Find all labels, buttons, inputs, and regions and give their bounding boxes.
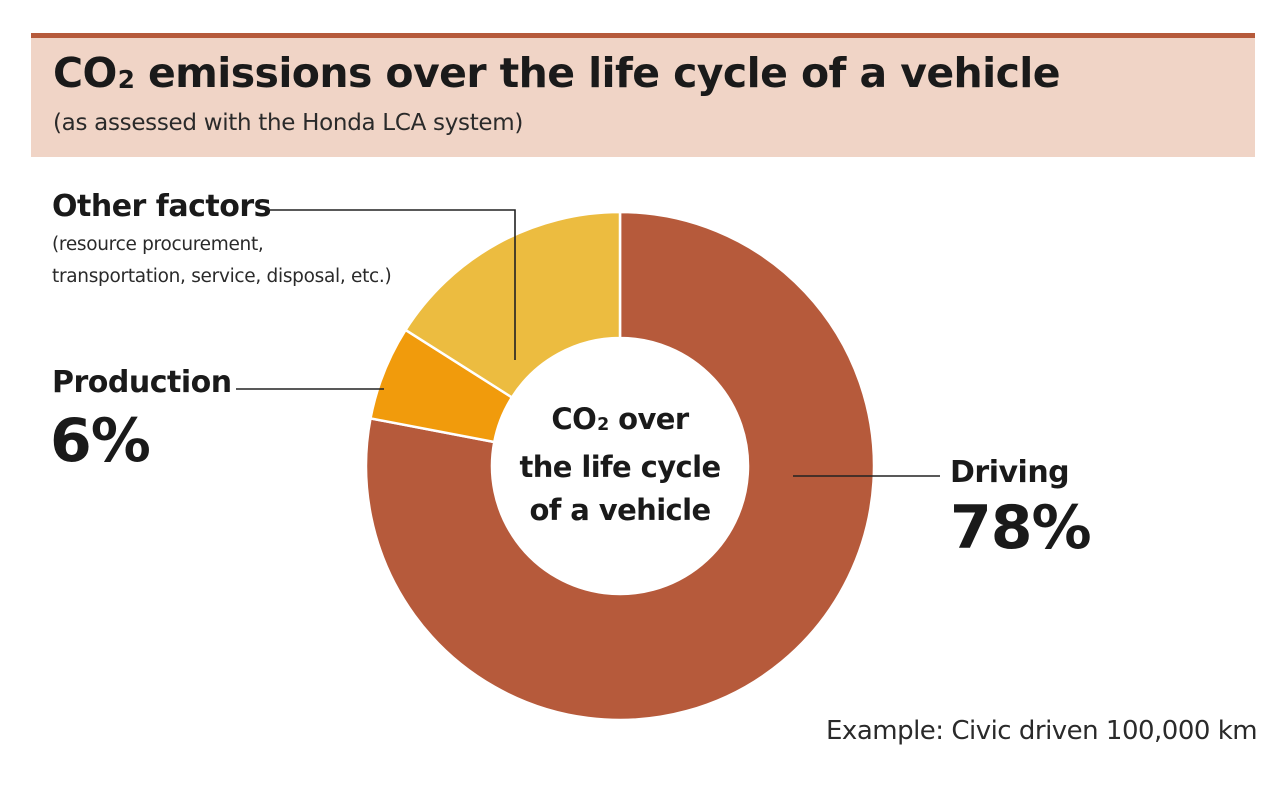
slice-other-factors	[404, 210, 622, 399]
slice-label-production: Production	[52, 365, 232, 400]
center-line-1: CO2 over	[551, 402, 689, 436]
title-subscript: 2	[117, 64, 135, 94]
chart-subtitle: (as assessed with the Honda LCA system)	[53, 110, 524, 136]
slice-label-driving: Driving	[950, 455, 1070, 490]
header-rule	[31, 33, 1255, 38]
slice-description-other-factors: (resource procurement, transportation, s…	[52, 229, 392, 293]
footnote: Example: Civic driven 100,000 km	[826, 716, 1258, 746]
chart-title: CO2 emissions over the life cycle of a v…	[53, 49, 1061, 97]
slice-percent-driving: 78%	[950, 493, 1092, 563]
header-band: CO2 emissions over the life cycle of a v…	[31, 38, 1255, 157]
other-factors-description-line-1: (resource procurement,	[52, 234, 264, 255]
center-line-2: the life cycle	[519, 450, 721, 484]
leader-line-other-factors	[270, 209, 516, 360]
slice-driving	[364, 210, 876, 722]
other-factors-description-line-2: transportation, service, disposal, etc.)	[52, 266, 392, 287]
slice-label-other-factors: Other factors	[52, 189, 271, 224]
center-line-3: of a vehicle	[529, 493, 711, 527]
donut-slices	[364, 210, 876, 722]
leader-lines	[236, 209, 940, 477]
donut-center-label: CO2 over the life cycle of a vehicle	[500, 398, 740, 532]
slice-percent-production: 6%	[50, 406, 151, 476]
